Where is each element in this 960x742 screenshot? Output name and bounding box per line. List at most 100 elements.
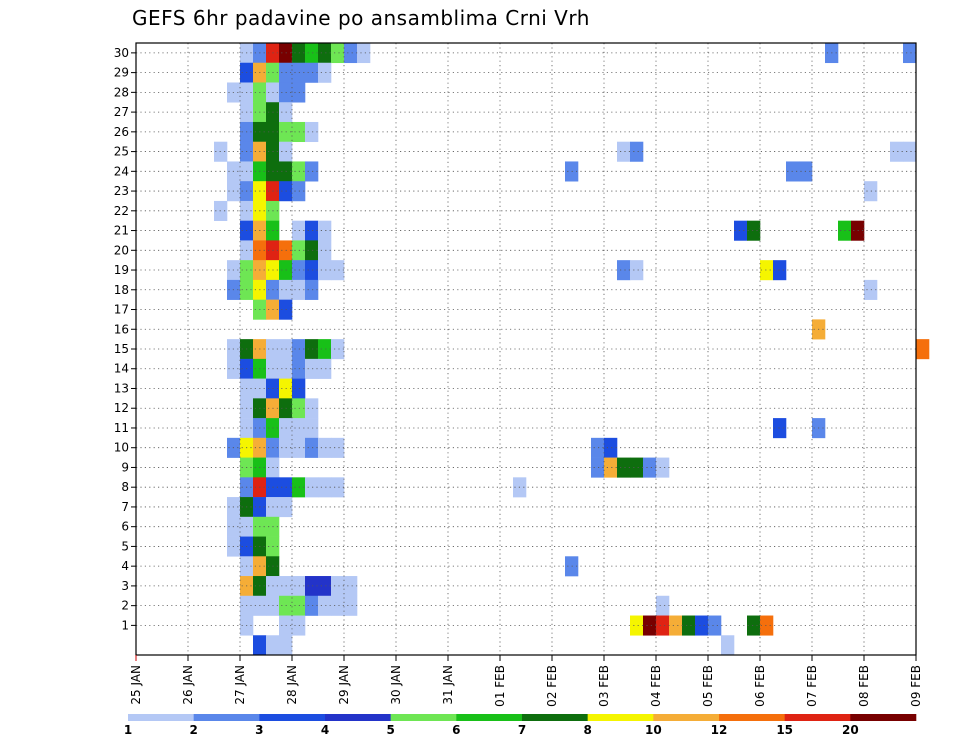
x-tick-label: 28 JAN <box>285 665 299 705</box>
x-tick-label: 05 FEB <box>701 665 715 707</box>
heatmap-cell <box>864 279 878 300</box>
heatmap-cell <box>903 141 917 162</box>
heatmap-cell <box>305 279 319 300</box>
heatmap-cell <box>292 615 306 636</box>
heatmap-cell <box>890 141 904 162</box>
x-tick-label: 07 FEB <box>805 665 819 707</box>
heatmap-cell <box>292 477 306 498</box>
heatmap-cell <box>331 595 345 616</box>
heatmap-cell <box>630 141 644 162</box>
y-tick-label: 28 <box>114 85 129 99</box>
y-tick-label: 12 <box>114 401 129 415</box>
colorbar-label: 2 <box>189 723 197 737</box>
y-tick-label: 4 <box>121 559 129 573</box>
heatmap-cell <box>331 477 345 498</box>
x-tick-label: 01 FEB <box>493 665 507 707</box>
heatmap-cell <box>773 260 787 281</box>
heatmap-cell <box>292 161 306 182</box>
colorbar-swatch <box>587 714 654 721</box>
y-tick-label: 20 <box>114 243 129 257</box>
heatmap-cell <box>916 339 930 360</box>
colorbar-label: 12 <box>711 723 728 737</box>
heatmap-cell <box>292 576 306 597</box>
heatmap-cell <box>604 437 618 458</box>
colorbar-label: 15 <box>776 723 793 737</box>
y-tick-label: 21 <box>114 224 129 238</box>
heatmap-cell <box>292 82 306 103</box>
colorbar-swatch <box>128 714 194 721</box>
x-tick-label: 29 JAN <box>337 665 351 705</box>
x-tick-label: 25 JAN <box>129 665 143 705</box>
y-tick-label: 2 <box>121 599 129 613</box>
y-tick-label: 9 <box>121 460 129 474</box>
heatmap-cell <box>656 457 670 478</box>
y-tick-label: 15 <box>114 342 129 356</box>
heatmap-cell <box>682 615 696 636</box>
x-axis: 25 JAN 26 JAN 27 JAN 28 JAN 29 JAN 30 JAN 31 J… <box>129 655 923 707</box>
heatmap-cell <box>318 358 332 379</box>
heatmap-cell <box>318 576 332 597</box>
heatmap-cell <box>331 437 345 458</box>
heatmap-cell <box>708 615 722 636</box>
y-tick-label: 22 <box>114 204 129 218</box>
y-tick-label: 14 <box>114 362 129 376</box>
heatmap-cell <box>292 43 306 64</box>
colorbar-label: 20 <box>842 723 859 737</box>
y-tick-label: 13 <box>114 381 129 395</box>
heatmap-cell <box>292 418 306 439</box>
x-tick-label: 30 JAN <box>389 665 403 705</box>
heatmap-cell <box>903 43 917 64</box>
heatmap-cell <box>305 437 319 458</box>
heatmap-cell <box>318 62 332 83</box>
heatmap-cell <box>318 43 332 64</box>
colorbar-swatch <box>784 714 851 721</box>
y-tick-label: 19 <box>114 263 129 277</box>
colorbar-label: 7 <box>518 723 526 737</box>
x-tick-label: 02 FEB <box>545 665 559 707</box>
heatmap-cell <box>643 615 657 636</box>
heatmap-cell <box>305 220 319 241</box>
heatmap-cell <box>305 595 319 616</box>
colorbar-swatch <box>719 714 785 721</box>
heatmap-cell <box>734 220 748 241</box>
colorbar-label: 6 <box>452 723 460 737</box>
colorbar-label: 1 <box>124 723 132 737</box>
heatmap-cell <box>656 595 670 616</box>
heatmap-cell <box>331 339 345 360</box>
heatmap-cell <box>292 62 306 83</box>
colorbar-swatch <box>193 714 260 721</box>
heatmap-cell <box>305 62 319 83</box>
y-tick-label: 16 <box>114 322 129 336</box>
chart-title: GEFS 6hr padavine po ansamblima Crni Vrh <box>132 6 590 30</box>
y-tick-label: 29 <box>114 66 129 80</box>
y-tick-label: 26 <box>114 125 129 139</box>
heatmap-cell <box>331 576 345 597</box>
x-tick-label: 03 FEB <box>597 665 611 707</box>
colorbar-label: 5 <box>386 723 394 737</box>
y-tick-label: 25 <box>114 145 129 159</box>
y-tick-label: 30 <box>114 46 129 60</box>
heatmap-cell <box>266 635 280 656</box>
heatmap-cell <box>292 378 306 399</box>
y-tick-label: 18 <box>114 283 129 297</box>
x-tick-label: 04 FEB <box>649 665 663 707</box>
colorbar-swatch <box>850 714 917 721</box>
heatmap-cell <box>760 260 774 281</box>
heatmap-cell <box>292 240 306 261</box>
colorbar-label: 8 <box>583 723 591 737</box>
y-axis: 1234567891011121314151617181920212223242… <box>114 46 136 632</box>
colorbar-swatch <box>259 714 326 721</box>
colorbar-swatch <box>522 714 588 721</box>
heatmap-cell <box>344 576 358 597</box>
heatmap-cell <box>305 161 319 182</box>
heatmap-cell <box>292 358 306 379</box>
heatmap-cell <box>292 279 306 300</box>
heatmap-cell <box>305 339 319 360</box>
heatmap-cell <box>630 457 644 478</box>
heatmap-cell <box>318 240 332 261</box>
heatmap-cell <box>292 437 306 458</box>
heatmap-cell <box>305 418 319 439</box>
heatmap-cell <box>773 418 787 439</box>
heatmap-cell <box>331 43 345 64</box>
heatmap-cell <box>344 43 358 64</box>
